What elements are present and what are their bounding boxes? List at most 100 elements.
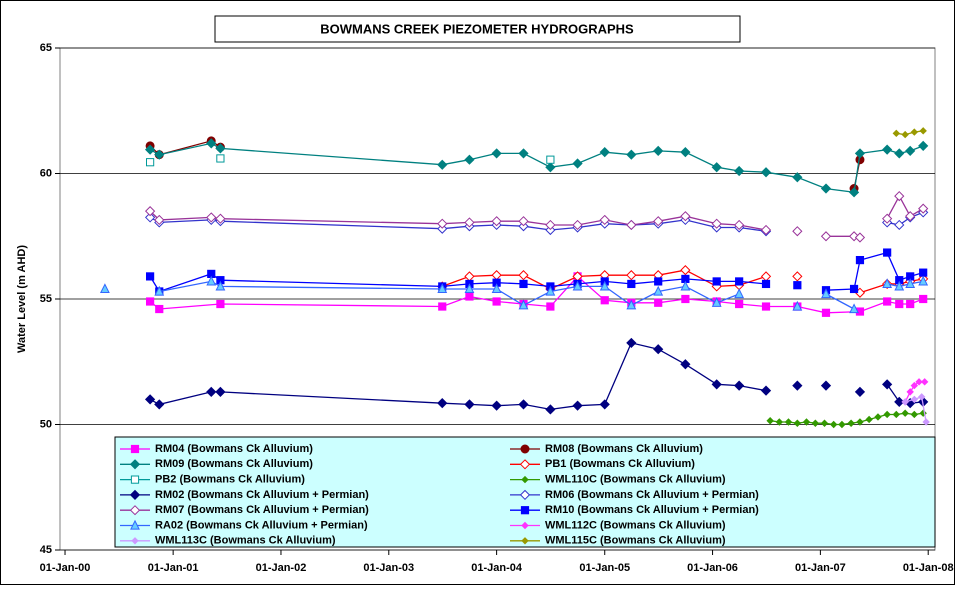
data-point — [546, 302, 555, 311]
data-point — [882, 379, 893, 390]
data-point — [653, 145, 664, 157]
data-point — [802, 418, 811, 426]
data-point — [793, 419, 802, 427]
data-point — [919, 268, 928, 277]
legend-label: RM06 (Bowmans Ck Alluvium + Permian) — [545, 489, 759, 501]
data-point — [854, 232, 866, 243]
data-point — [894, 396, 905, 408]
data-point — [681, 294, 690, 304]
y-tick-label: 65 — [40, 42, 52, 54]
data-point — [155, 304, 164, 314]
legend-marker — [131, 537, 139, 545]
data-point — [491, 283, 502, 294]
data-point — [849, 284, 859, 294]
data-point — [154, 214, 165, 226]
data-point — [910, 128, 919, 136]
data-point — [906, 388, 914, 396]
x-tick-label: 01-Jan-08 — [903, 562, 954, 574]
data-point — [792, 271, 803, 282]
data-point — [910, 381, 919, 390]
data-point — [206, 275, 217, 286]
data-point — [883, 410, 891, 419]
data-point — [438, 302, 447, 311]
data-point — [464, 399, 475, 410]
data-point — [829, 420, 838, 429]
data-point — [735, 299, 744, 309]
data-point — [918, 203, 929, 214]
data-point — [464, 154, 475, 165]
legend-marker — [129, 489, 141, 501]
data-point — [437, 159, 448, 170]
legend-label: RM07 (Bowmans Ck Alluvium + Permian) — [155, 504, 369, 516]
data-point — [883, 297, 892, 306]
data-point — [820, 183, 832, 194]
data-point — [918, 140, 929, 151]
data-point — [600, 296, 609, 305]
legend-marker — [521, 537, 529, 545]
legend-marker — [130, 475, 140, 484]
data-point — [905, 145, 916, 157]
data-point — [492, 297, 501, 306]
data-point — [144, 206, 156, 217]
data-point — [626, 299, 637, 310]
data-point — [882, 144, 893, 155]
data-point — [856, 418, 864, 426]
data-point — [545, 219, 556, 231]
data-point — [519, 279, 528, 289]
data-point — [894, 280, 905, 291]
data-point — [518, 148, 529, 159]
data-point — [760, 167, 772, 178]
legend-label: RM10 (Bowmans Ck Alluvium + Permian) — [545, 504, 759, 516]
data-point — [734, 165, 745, 177]
data-point — [215, 213, 226, 224]
data-point — [849, 303, 859, 314]
x-tick-label: 01-Jan-05 — [579, 562, 630, 574]
data-point — [920, 378, 929, 386]
data-point — [882, 278, 893, 289]
y-tick-label: 50 — [40, 418, 52, 430]
data-point — [711, 379, 722, 390]
legend-label: PB1 (Bowmans Ck Alluvium) — [545, 458, 695, 470]
data-point — [919, 409, 927, 417]
data-point — [811, 419, 820, 427]
data-point — [599, 214, 610, 226]
data-point — [144, 144, 156, 155]
data-point — [918, 275, 929, 286]
data-point — [906, 299, 915, 309]
data-point — [491, 400, 502, 411]
data-point — [711, 297, 722, 307]
data-point — [735, 277, 744, 286]
legend-marker — [521, 521, 529, 530]
legend-marker — [521, 475, 529, 484]
x-tick-label: 01-Jan-04 — [471, 562, 523, 574]
data-point — [848, 187, 860, 198]
data-point — [653, 344, 664, 355]
data-point — [882, 213, 893, 224]
data-point — [145, 158, 155, 167]
data-point — [145, 297, 155, 306]
data-point — [915, 378, 923, 386]
data-point — [901, 130, 909, 139]
data-point — [572, 219, 583, 231]
data-point — [680, 211, 691, 222]
data-point — [154, 149, 165, 160]
data-point — [905, 211, 916, 222]
legend-marker — [519, 489, 531, 501]
title-box — [214, 15, 741, 43]
legend-label: RM04 (Bowmans Ck Alluvium) — [155, 443, 313, 455]
data-point — [766, 417, 774, 425]
data-point — [572, 280, 583, 291]
data-point — [216, 154, 225, 163]
legend-marker — [130, 444, 140, 454]
data-point — [874, 413, 882, 421]
data-point — [599, 399, 610, 410]
data-point — [99, 283, 110, 294]
data-point — [820, 419, 829, 427]
data-point — [626, 270, 637, 281]
data-point — [144, 212, 156, 223]
data-point — [894, 190, 905, 202]
data-point — [437, 398, 448, 409]
data-point — [734, 219, 745, 231]
data-point — [711, 218, 722, 229]
